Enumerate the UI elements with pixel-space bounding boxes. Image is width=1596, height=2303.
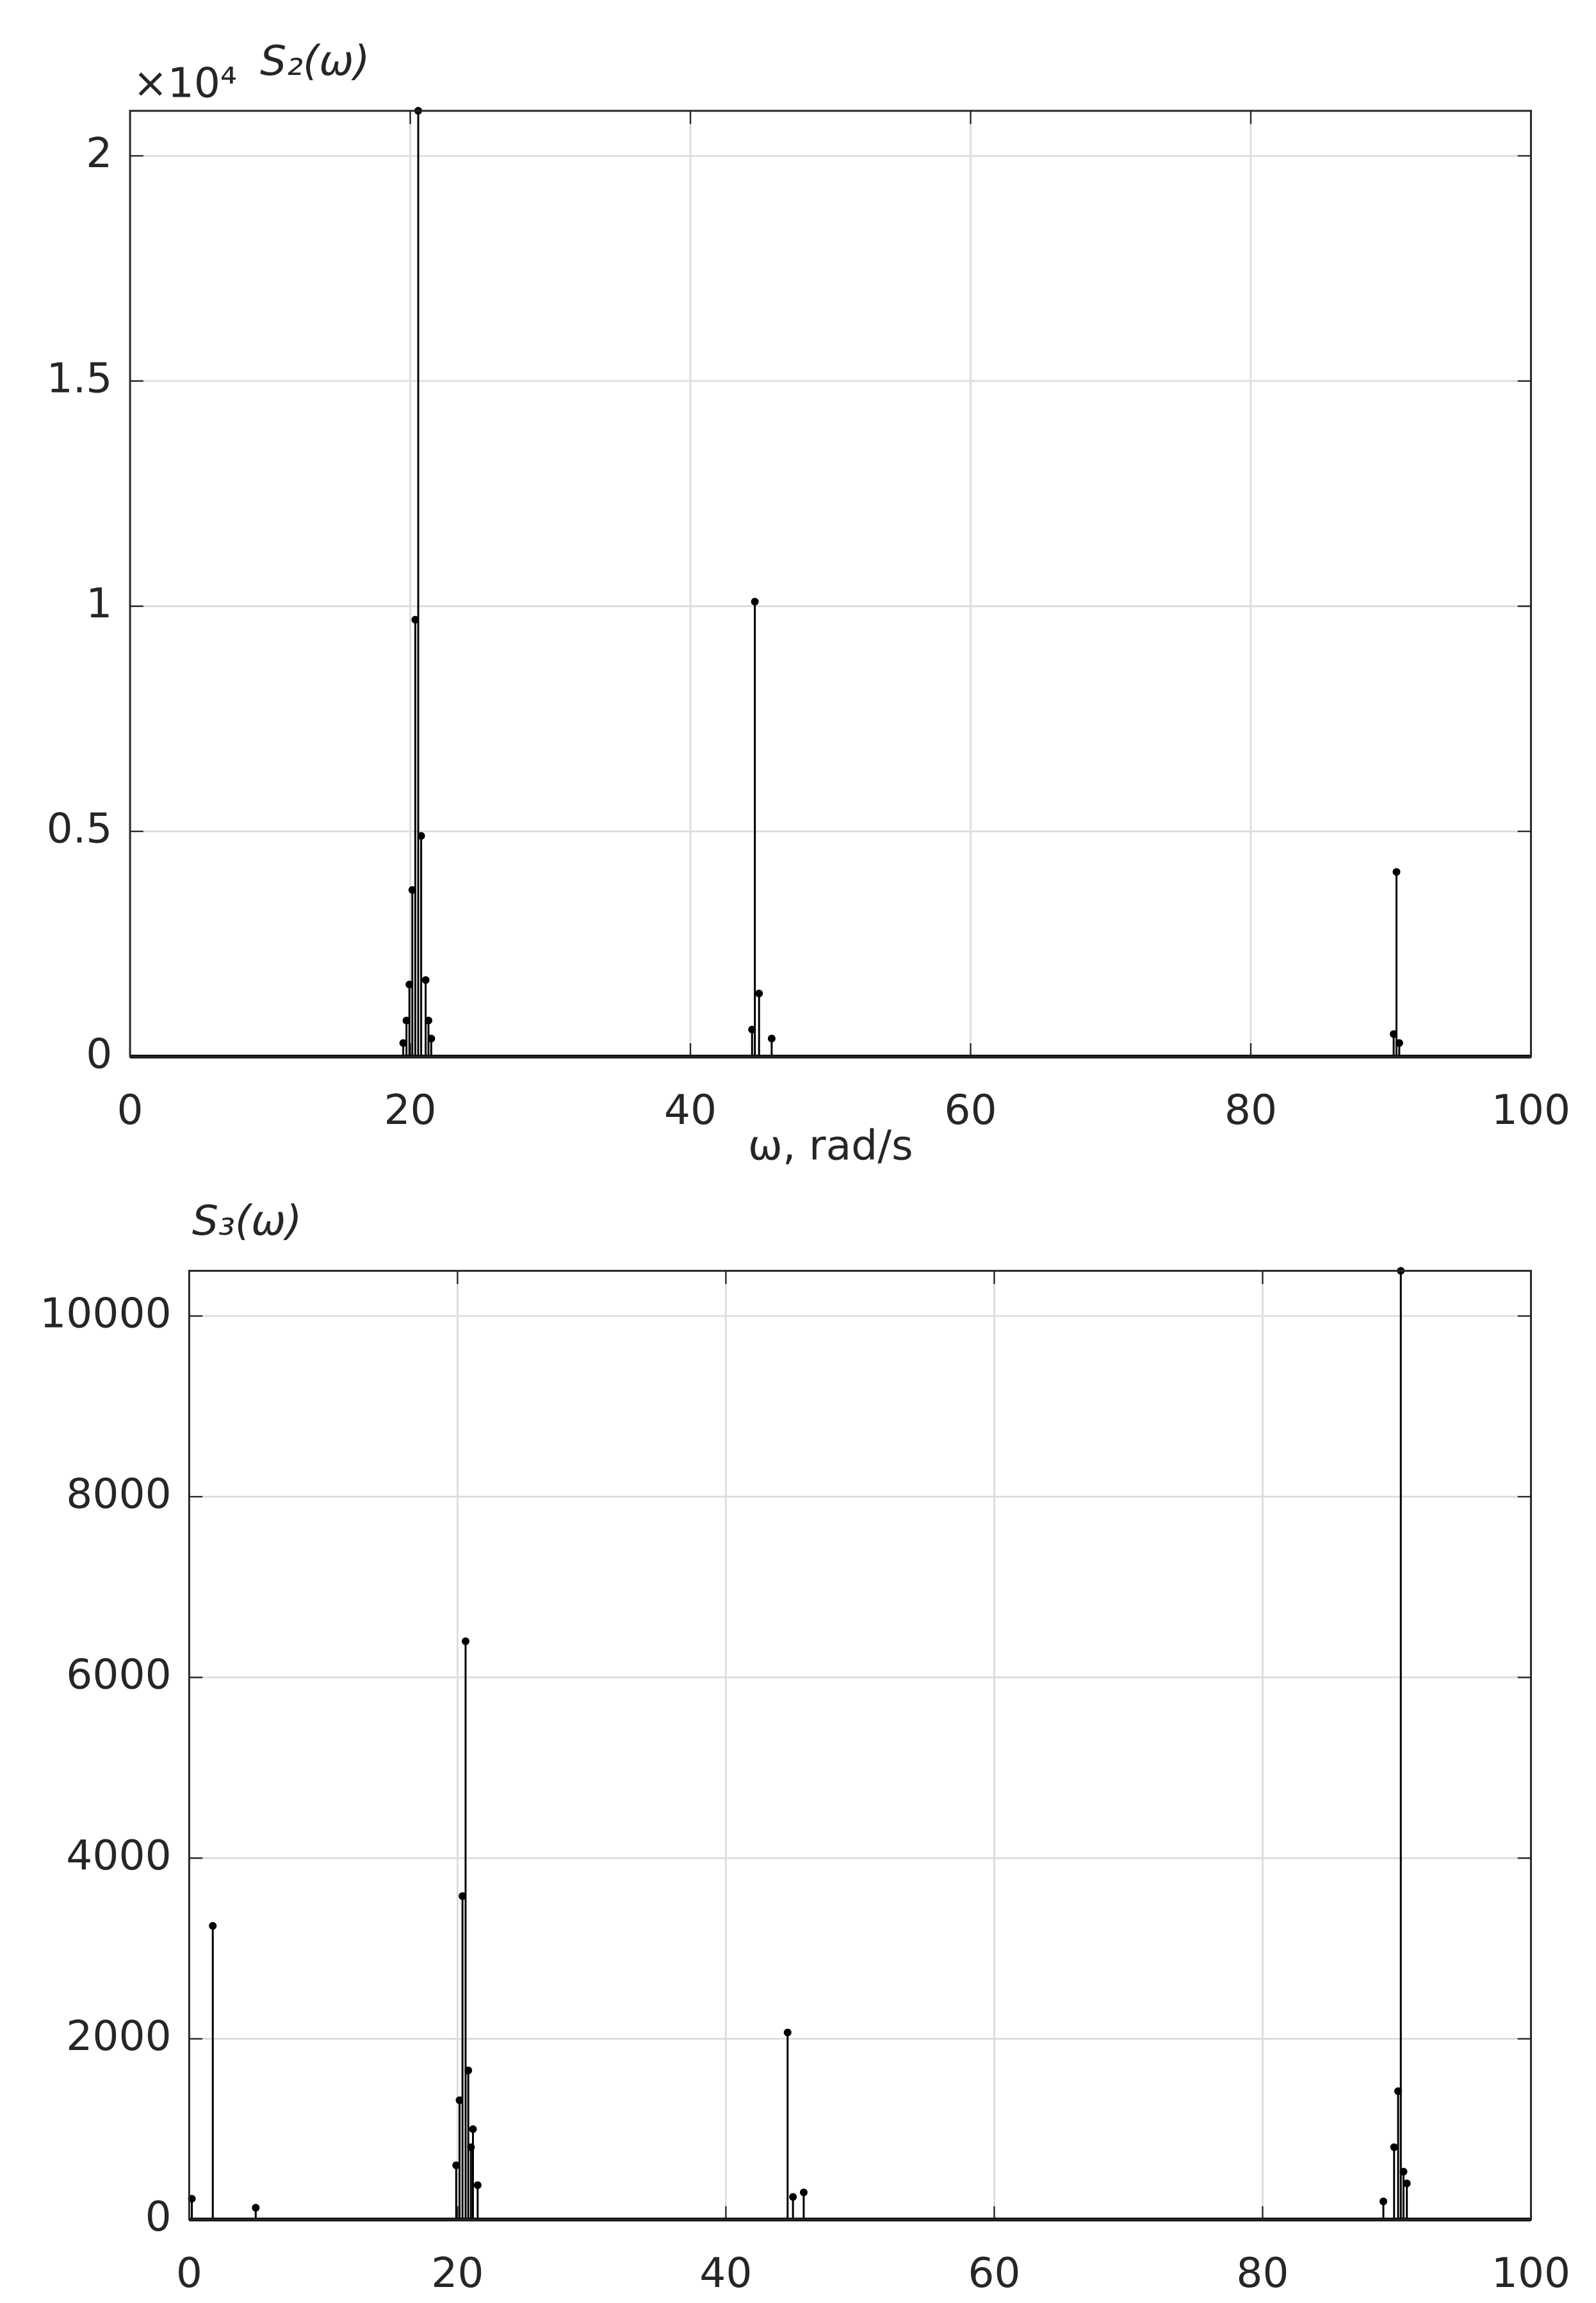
stem-marker <box>1403 2179 1411 2188</box>
stem-marker <box>789 2193 797 2201</box>
x-tick-label: 60 <box>968 2249 1020 2297</box>
stem-marker <box>417 832 425 840</box>
stem-marker <box>1395 1039 1403 1047</box>
stem-marker <box>1379 2197 1387 2206</box>
x-tick-label: 40 <box>664 1086 717 1134</box>
stem-marker <box>405 981 414 989</box>
stem-marker <box>799 2188 808 2197</box>
stem-marker <box>209 1922 217 1930</box>
stem-marker <box>1390 2143 1398 2151</box>
x-tick-label: 20 <box>384 1086 436 1134</box>
stem-marker <box>408 886 416 894</box>
x-tick-label: 80 <box>1236 2249 1289 2297</box>
stem-marker <box>461 1637 469 1645</box>
chart-title: S₂(ω) <box>260 37 370 85</box>
y-tick-label: 6000 <box>66 1651 171 1699</box>
stem-marker <box>424 1016 432 1025</box>
x-tick-label: 80 <box>1225 1086 1277 1134</box>
x-tick-label: 100 <box>1492 1086 1570 1134</box>
x-axis-label: ω, rad/s <box>748 1121 913 1169</box>
y-tick-label: 4000 <box>66 1832 171 1880</box>
axes-box <box>129 110 1532 1058</box>
stem-marker <box>459 1892 467 1900</box>
stem-marker <box>411 615 419 624</box>
stem-marker <box>464 2066 473 2074</box>
x-tick-label: 0 <box>117 1086 143 1134</box>
y-tick-label: 1.5 <box>47 355 113 403</box>
stem-marker <box>767 1034 776 1043</box>
stem-marker <box>469 2125 477 2133</box>
x-tick-label: 100 <box>1492 2249 1570 2297</box>
y-tick-label: 0.5 <box>47 805 113 853</box>
stem-marker <box>755 989 763 998</box>
x-tick-label: 40 <box>699 2249 752 2297</box>
axes-box <box>188 1269 1532 2221</box>
y-tick-label: 2000 <box>66 2012 171 2060</box>
axis-multiplier: ×10⁴ <box>133 59 237 107</box>
x-tick-label: 20 <box>431 2249 484 2297</box>
y-tick-label: 0 <box>145 2193 172 2241</box>
stem-marker <box>751 598 759 606</box>
y-tick-label: 2 <box>86 129 112 177</box>
stem-marker <box>402 1016 411 1025</box>
chart-title: S₃(ω) <box>192 1197 302 1245</box>
x-tick-label: 0 <box>176 2249 202 2297</box>
y-tick-label: 10000 <box>40 1289 171 1337</box>
stem-marker <box>1392 868 1401 876</box>
x-tick-label: 60 <box>944 1086 997 1134</box>
y-tick-label: 8000 <box>66 1470 171 1518</box>
stem-marker <box>252 2204 260 2212</box>
stem-marker <box>455 2096 464 2104</box>
stem-marker <box>473 2181 482 2190</box>
y-tick-label: 1 <box>86 580 112 628</box>
stem-marker <box>452 2161 460 2169</box>
stem-marker <box>783 2028 792 2037</box>
stem-marker <box>1399 2167 1408 2176</box>
stem-marker <box>427 1034 436 1043</box>
stem-marker <box>421 976 430 984</box>
stem-marker <box>399 1039 407 1047</box>
y-tick-label: 0 <box>86 1030 112 1078</box>
